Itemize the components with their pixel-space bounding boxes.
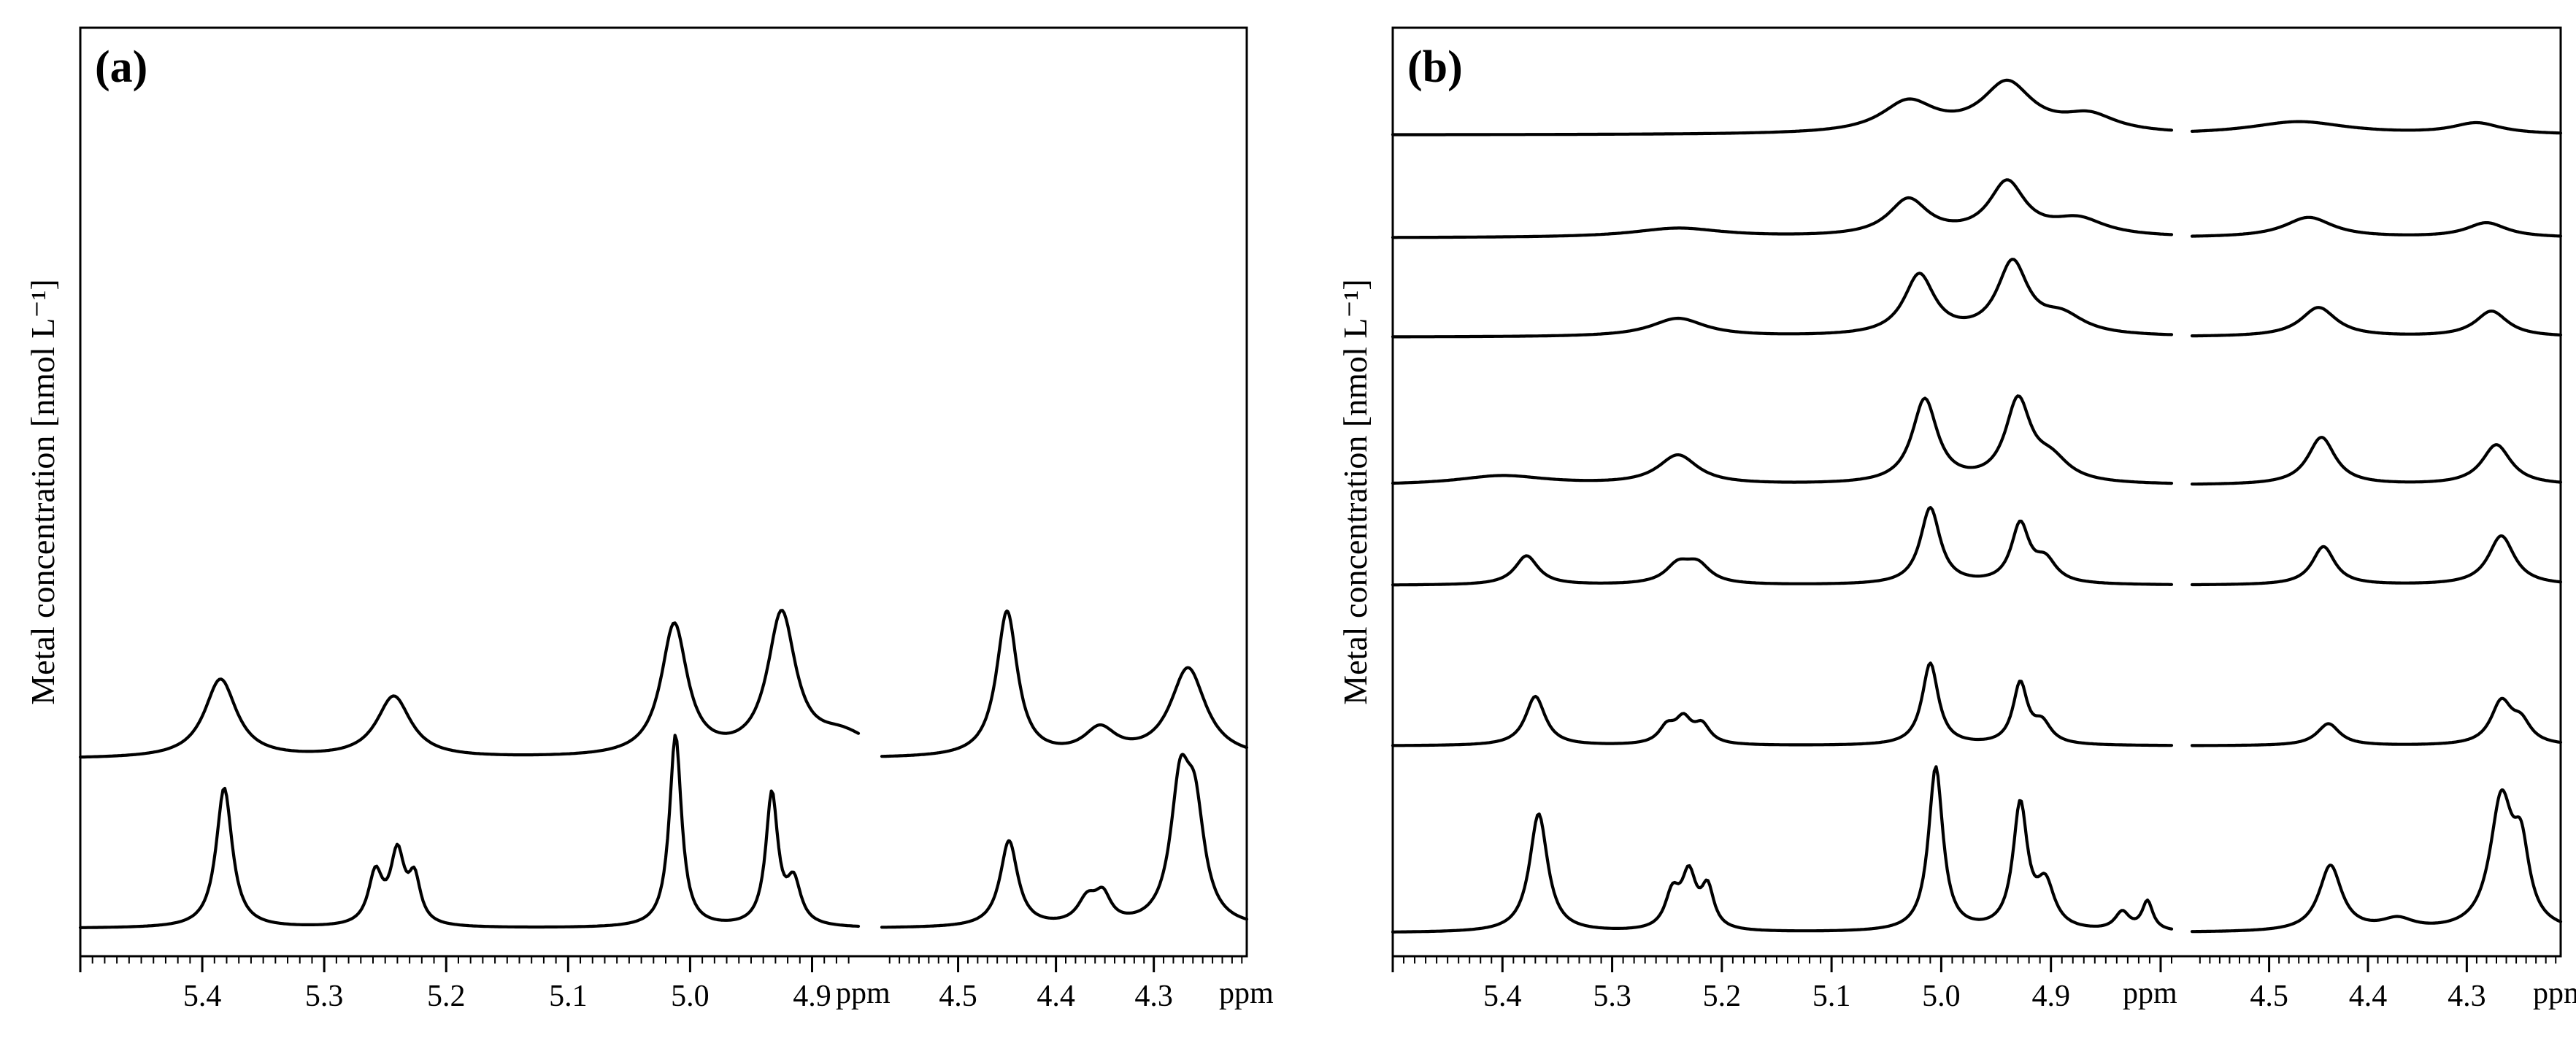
panel-b-label: (b) (1407, 42, 1463, 92)
x-tick-label: 5.4 (183, 980, 222, 1013)
spectrum-trace-2-segment-1 (1391, 178, 2174, 239)
x-tick-label: 4.5 (939, 980, 977, 1013)
x-tick-label: 5.0 (671, 980, 710, 1013)
x-tick-label: 4.9 (793, 980, 831, 1013)
spectrum-trace-1-segment-2 (2190, 120, 2563, 135)
panel-b-y-axis-label: Metal concentration [nmol L⁻¹] (1337, 279, 1374, 705)
panel-a-y-axis-label: Metal concentration [nmol L⁻¹] (24, 279, 61, 705)
spectrum-trace-1-segment-1 (78, 609, 861, 759)
x-unit-label: ppm (2533, 977, 2576, 1010)
panel-b-x-axis: 5.4 5.3 5.2 5.1 5.0 4.9 ppm 4.5 4.4 4.3 ppm (1391, 956, 2576, 1013)
x-tick-label: 5.4 (1483, 980, 1522, 1013)
spectrum-trace-3-segment-1 (1391, 258, 2174, 339)
x-unit-label: ppm (836, 977, 891, 1010)
spectrum-trace-7-segment-2 (2190, 788, 2563, 934)
spectrum-trace-1-segment-2 (880, 609, 1249, 758)
x-tick-label: 5.2 (1703, 980, 1742, 1013)
panel-a-label: (a) (95, 42, 147, 92)
panel-a: (a) Metal concentration [nmol L⁻¹] 5.4 5.… (24, 26, 1274, 1013)
spectrum-trace-3-segment-2 (2190, 306, 2563, 338)
spectrum-trace-4-segment-1 (1391, 394, 2174, 485)
x-tick-label: 4.5 (2250, 980, 2288, 1013)
spectrum-trace-6-segment-2 (2190, 696, 2563, 747)
panel-b-traces (1391, 78, 2563, 934)
x-unit-label: ppm (1219, 977, 1274, 1010)
panel-b: (b) Metal concentration [nmol L⁻¹] 5.4 5.… (1337, 26, 2576, 1013)
x-tick-label: 5.0 (1922, 980, 1961, 1013)
spectrum-trace-2-segment-2 (880, 753, 1249, 929)
x-tick-label: 5.3 (305, 980, 344, 1013)
spectrum-trace-4-segment-2 (2190, 436, 2563, 486)
x-unit-label: ppm (2123, 977, 2177, 1010)
spectrum-trace-6-segment-1 (1391, 661, 2174, 747)
spectrum-trace-5-segment-1 (1391, 506, 2174, 587)
x-tick-label: 5.1 (549, 980, 588, 1013)
spectrum-trace-2-segment-1 (78, 734, 861, 929)
panel-b-frame (1391, 26, 2562, 958)
x-tick-label: 5.2 (427, 980, 466, 1013)
x-tick-label: 4.9 (2031, 980, 2070, 1013)
x-tick-label: 4.4 (2349, 980, 2388, 1013)
spectrum-trace-1-segment-1 (1391, 78, 2174, 136)
x-tick-label: 4.3 (1134, 980, 1173, 1013)
x-tick-label: 5.1 (1812, 980, 1851, 1013)
panel-a-traces (78, 609, 1249, 929)
panel-a-x-axis: 5.4 5.3 5.2 5.1 5.0 4.9 ppm 4.5 4.4 4.3 ppm (79, 956, 1274, 1013)
spectrum-trace-2-segment-2 (2190, 215, 2563, 238)
spectrum-trace-7-segment-1 (1391, 765, 2174, 934)
panel-a-frame (79, 26, 1248, 958)
x-tick-label: 5.3 (1593, 980, 1631, 1013)
x-tick-label: 4.4 (1037, 980, 1075, 1013)
spectrum-trace-5-segment-2 (2190, 534, 2563, 587)
x-tick-label: 4.3 (2448, 980, 2486, 1013)
